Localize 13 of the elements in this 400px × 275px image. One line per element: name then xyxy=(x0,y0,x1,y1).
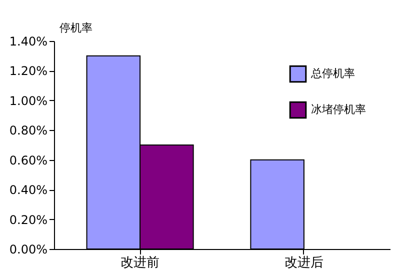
y-tick-label: 0.80% xyxy=(9,124,48,138)
y-tick-label: 0.60% xyxy=(9,153,48,168)
y-tick-label: 1.40% xyxy=(9,34,48,48)
x-tick-label: 改进后 xyxy=(284,256,324,270)
legend-label: 冰堵停机率 xyxy=(311,103,366,116)
y-tick-label: 1.20% xyxy=(9,64,48,78)
legend-label: 总停机率 xyxy=(310,67,355,80)
y-axis-title: 停机率 xyxy=(60,22,92,34)
x-tick-label: 改进前 xyxy=(120,256,160,270)
y-tick-label: 0.20% xyxy=(9,212,48,227)
y-tick-label: 0.00% xyxy=(9,242,48,256)
y-tick-label: 0.40% xyxy=(9,183,48,198)
y-tick-label: 1.00% xyxy=(9,94,48,108)
